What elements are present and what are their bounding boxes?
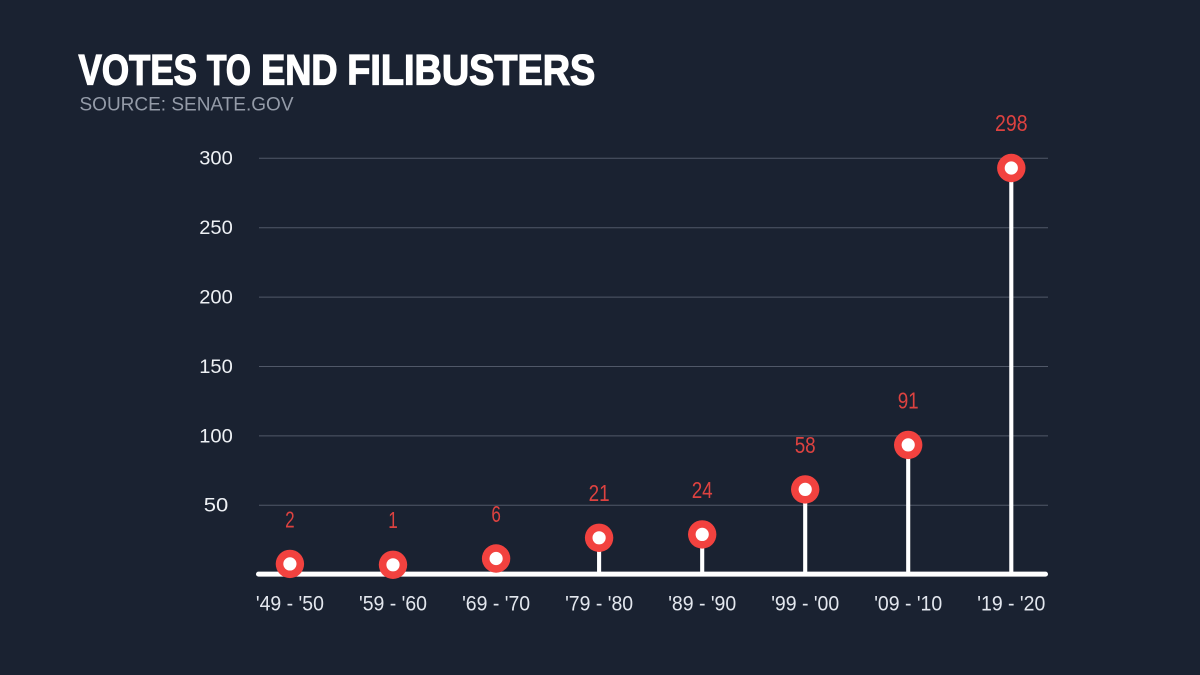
svg-text:100: 100 xyxy=(199,426,233,447)
svg-text:FILIBUSTERS: FILIBUSTERS xyxy=(347,47,595,94)
svg-text:58: 58 xyxy=(795,432,816,458)
svg-text:TO: TO xyxy=(207,47,251,94)
svg-text:'59 - '60: '59 - '60 xyxy=(359,592,427,615)
svg-text:'89 - '90: '89 - '90 xyxy=(668,592,736,615)
svg-text:SOURCE: SENATE.GOV: SOURCE: SENATE.GOV xyxy=(80,94,294,115)
svg-text:'09 - '10: '09 - '10 xyxy=(874,592,942,615)
svg-text:50: 50 xyxy=(204,496,229,517)
svg-text:'69 - '70: '69 - '70 xyxy=(462,592,530,615)
svg-text:1: 1 xyxy=(388,507,398,533)
svg-text:6: 6 xyxy=(491,501,501,527)
svg-text:'79 - '80: '79 - '80 xyxy=(565,592,633,615)
svg-text:VOTES: VOTES xyxy=(79,47,198,94)
svg-text:'49 - '50: '49 - '50 xyxy=(256,592,324,615)
svg-text:21: 21 xyxy=(589,480,610,506)
svg-text:298: 298 xyxy=(995,110,1028,136)
svg-text:250: 250 xyxy=(199,218,233,239)
svg-text:'19 - '20: '19 - '20 xyxy=(977,592,1045,615)
svg-text:24: 24 xyxy=(692,477,713,503)
svg-text:300: 300 xyxy=(199,149,233,170)
svg-text:150: 150 xyxy=(199,357,233,378)
svg-text:2: 2 xyxy=(285,506,295,532)
svg-text:91: 91 xyxy=(898,387,919,413)
svg-text:END: END xyxy=(261,47,338,94)
svg-text:200: 200 xyxy=(199,288,233,309)
svg-text:'99 - '00: '99 - '00 xyxy=(771,592,839,615)
